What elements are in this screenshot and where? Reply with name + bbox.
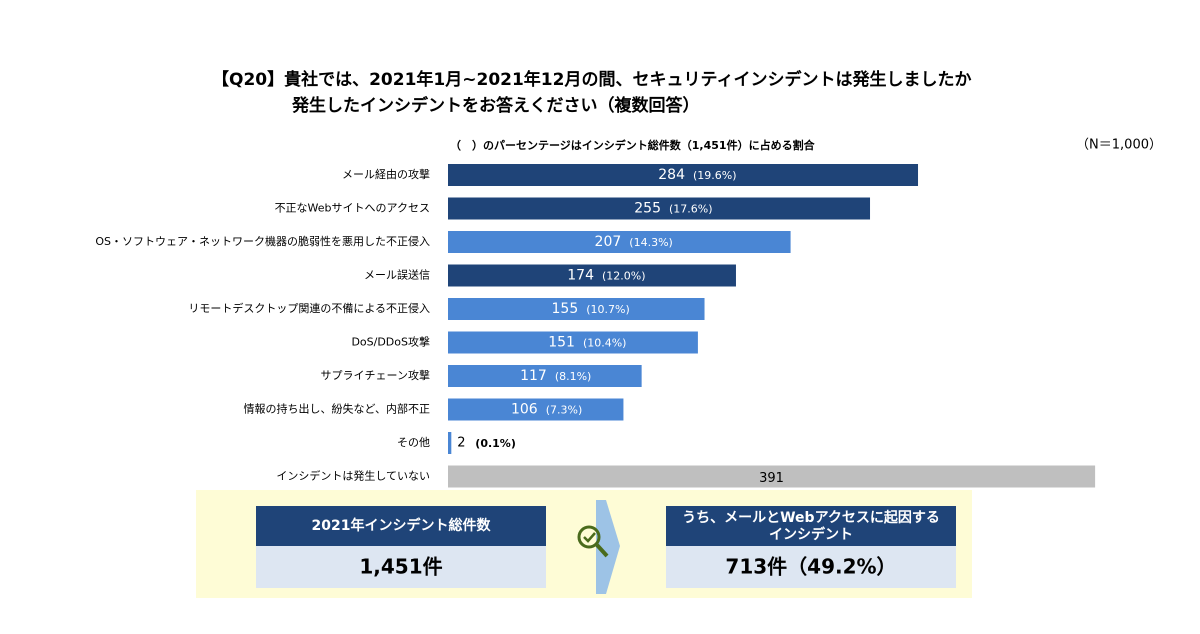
chart-title: 【Q20】貴社では、2021年1月~2021年12月の間、セキュリティインシデン… (212, 69, 971, 90)
share-label: (10.4%) (583, 337, 627, 350)
value-label: 155 (552, 301, 579, 317)
summary-header (256, 506, 546, 546)
share-label: (8.1%) (555, 370, 592, 383)
check (583, 532, 596, 543)
value-label: 207 (595, 234, 622, 250)
share-label: (14.3%) (629, 236, 673, 249)
category-label: サプライチェーン攻撃 (321, 368, 430, 382)
bar (448, 197, 871, 220)
category-label: インシデントは発生していない (276, 469, 430, 483)
category-label: リモートデスクトップ関連の不備による不正侵入 (188, 301, 430, 315)
category-label: メール経由の攻撃 (342, 167, 430, 181)
summary-heading: 2021年インシデント総件数 (312, 517, 492, 534)
summary-body (256, 546, 546, 588)
chart-subtitle: 発生したインシデントをお答えください（複数回答） (291, 95, 700, 116)
bar (448, 331, 698, 354)
value-label: 117 (520, 368, 547, 384)
category-label: メール誤送信 (364, 268, 430, 282)
bar (448, 264, 736, 287)
magnifier-handle (595, 543, 609, 558)
category-label: その他 (397, 436, 430, 449)
value-label: 2 (457, 436, 465, 451)
category-label: 情報の持ち出し、紛失など、内部不正 (244, 402, 430, 416)
category-label: 不正なWebサイトへのアクセス (275, 202, 430, 215)
share-label: (19.6%) (693, 169, 737, 182)
value-label: 284 (658, 167, 685, 183)
summary-body (666, 546, 956, 588)
summary-heading: うち、メールとWebアクセスに起因する (682, 509, 940, 526)
category-label: DoS/DDoS攻撃 (351, 335, 430, 349)
bar (448, 432, 452, 454)
share-label: (7.3%) (546, 404, 583, 417)
summary-heading: インシデント (769, 526, 853, 543)
bar (448, 164, 919, 186)
arrow (596, 500, 620, 594)
share-label: (17.6%) (669, 203, 713, 216)
note: （ ）のパーセンテージはインシデント総件数（1,451件）に占める割合 (450, 138, 816, 152)
value-label: 174 (567, 268, 594, 284)
bar (448, 398, 624, 421)
magnifier (577, 525, 601, 549)
summary-value: 1,451件 (359, 555, 442, 579)
summary-value: 713件（49.2%） (725, 555, 896, 579)
share-label: (10.7%) (586, 303, 630, 316)
bar (448, 465, 1096, 488)
value-label: 255 (634, 201, 661, 217)
bar (448, 298, 705, 320)
category-label: OS・ソフトウェア・ネットワーク機器の脆弱性を悪用した不正侵入 (95, 234, 430, 248)
bar (448, 231, 791, 253)
sample-size: （N＝1,000） (1076, 138, 1162, 153)
share-label: (12.0%) (602, 270, 646, 283)
value-label: 106 (511, 402, 538, 418)
bar (448, 365, 642, 387)
summary-header (666, 506, 956, 546)
share-label: (0.1%) (475, 437, 516, 450)
value-label: 151 (548, 335, 575, 351)
value-label: 391 (759, 471, 784, 486)
